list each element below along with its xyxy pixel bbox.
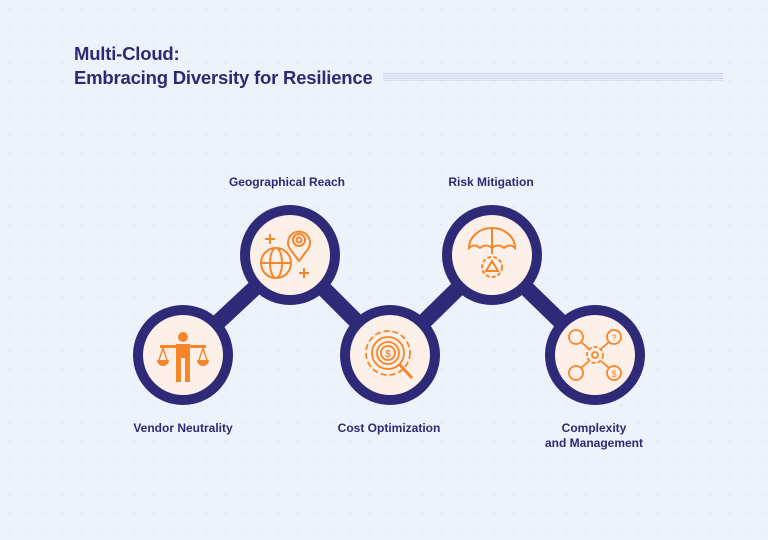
label-complexity-management: Complexity and Management: [504, 421, 684, 451]
balance-scale-person-icon: [157, 332, 209, 382]
label-line-2: and Management: [544, 436, 643, 450]
label-line-1: Complexity: [561, 421, 627, 435]
gear-dollar-magnifier-icon: $: [365, 330, 414, 380]
node-vendor-neutrality: [133, 305, 233, 405]
title-line-1: Multi-Cloud:: [74, 43, 180, 64]
label-geographical-reach: Geographical Reach: [228, 175, 346, 189]
label-risk-mitigation: Risk Mitigation: [448, 175, 534, 189]
umbrella-warning-gear-icon: [467, 227, 517, 278]
label-cost-optimization: Cost Optimization: [337, 421, 441, 435]
page-title: Multi-Cloud: Embracing Diversity for Res…: [74, 42, 373, 90]
label-vendor-neutrality: Vendor Neutrality: [133, 421, 233, 435]
decorative-lines: [383, 73, 723, 81]
gear-network-icon: ? $: [568, 329, 622, 381]
node-cost-optimization: $: [340, 305, 440, 405]
node-geographical-reach: [240, 205, 340, 305]
svg-text:$: $: [611, 369, 616, 379]
svg-text:$: $: [385, 349, 391, 360]
node-risk-mitigation: [442, 205, 542, 305]
node-complexity-management: ? $: [545, 305, 645, 405]
globe-location-pin-icon: [260, 230, 311, 279]
svg-text:?: ?: [611, 333, 616, 343]
title-line-2: Embracing Diversity for Resilience: [74, 67, 373, 88]
